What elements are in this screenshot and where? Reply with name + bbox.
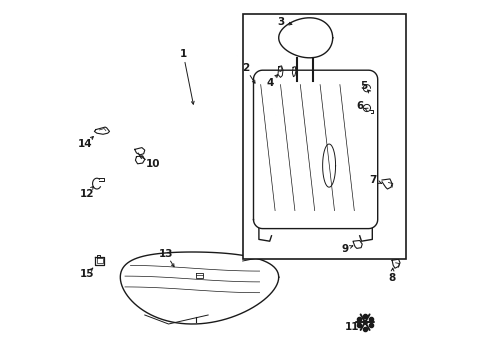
Text: 10: 10 [145,159,160,169]
Text: 8: 8 [387,273,395,283]
Text: 13: 13 [159,249,173,259]
Bar [242,14,406,259]
Text: 4: 4 [265,78,273,88]
Text: 15: 15 [80,269,94,279]
Text: 1: 1 [179,49,186,59]
Text: 5: 5 [360,81,367,91]
Text: 12: 12 [80,189,94,199]
Text: 6: 6 [355,101,363,111]
Text: 14: 14 [78,139,93,149]
Text: 9: 9 [340,244,347,254]
Text: 2: 2 [242,63,249,73]
Text: 11: 11 [345,322,359,332]
Text: 3: 3 [276,17,284,27]
Text: 7: 7 [369,175,376,185]
